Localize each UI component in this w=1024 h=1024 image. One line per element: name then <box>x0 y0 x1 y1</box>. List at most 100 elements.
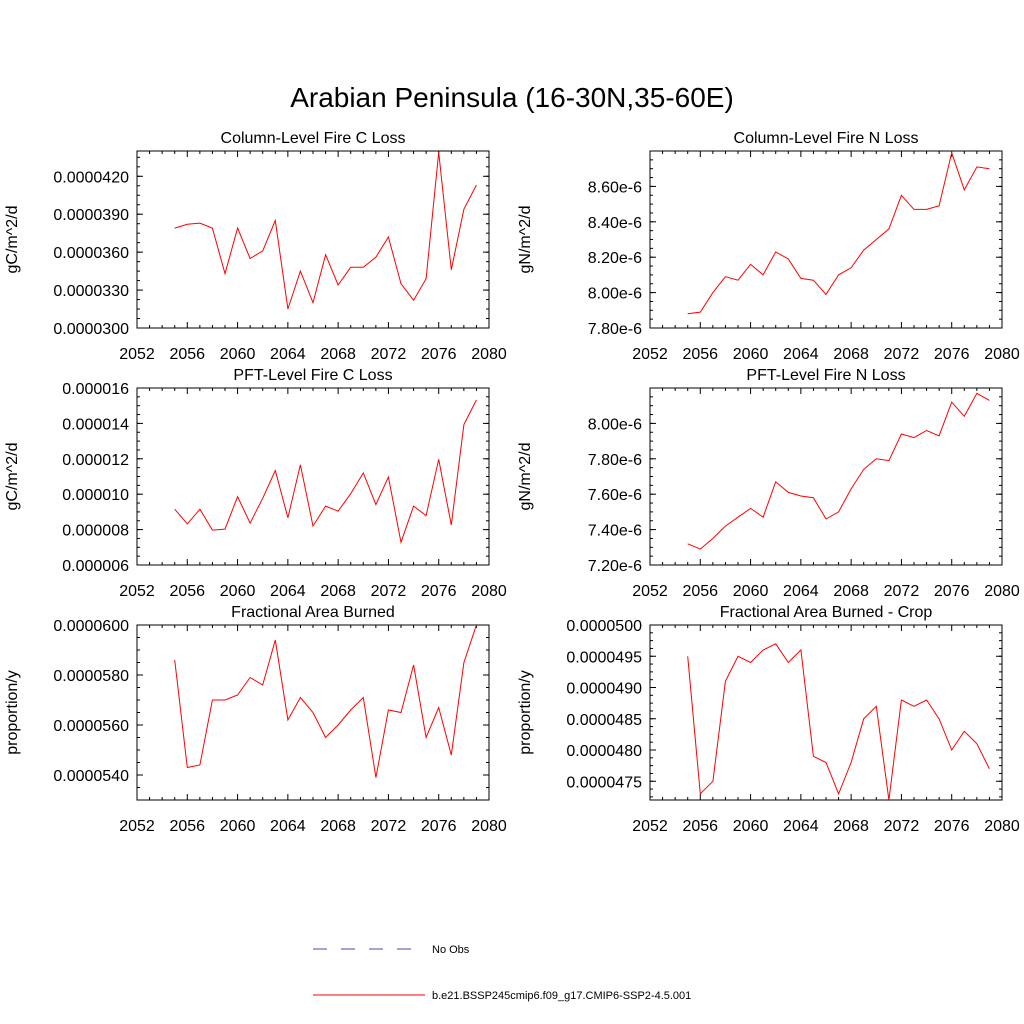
x-tick-label: 2052 <box>632 346 668 363</box>
x-tick-label: 2068 <box>320 346 356 363</box>
series-line-model <box>687 150 990 315</box>
chart-panel-3: PFT-Level Fire C Loss gC/m^2/d 2052 2056 206… <box>4 367 507 600</box>
x-tick-label: 2072 <box>371 346 407 363</box>
figure-title: Arabian Peninsula (16-30N,35-60E) <box>290 82 734 113</box>
y-tick-label: 0.0000475 <box>566 774 642 791</box>
plot-frame <box>649 387 1003 566</box>
x-tick-label: 2064 <box>270 818 306 835</box>
chart-panel-5: Fractional Area Burned proportion/y 2052 20… <box>4 604 507 835</box>
series-line-model <box>174 624 477 778</box>
y-tick-label: 8.40e-6 <box>588 215 642 232</box>
y-tick-label: 0.0000540 <box>53 768 129 785</box>
panel-title: Column-Level Fire C Loss <box>221 130 406 147</box>
y-tick-label: 0.0000560 <box>53 718 129 735</box>
x-tick-label: 2056 <box>169 583 205 600</box>
x-tick-label: 2068 <box>833 818 869 835</box>
x-tick-label: 2076 <box>421 346 457 363</box>
legend: No Obs b.e21.BSSP245cmip6.f09_g17.CMIP6-… <box>313 944 691 1002</box>
x-tick-label: 2080 <box>471 583 507 600</box>
y-axis-label: proportion/y <box>4 670 21 755</box>
y-tick-label: 0.000010 <box>62 487 129 504</box>
y-tick-label: 8.00e-6 <box>588 286 642 303</box>
y-tick-label: 0.0000390 <box>53 207 129 224</box>
y-axis-label: gN/m^2/d <box>517 206 534 274</box>
x-tick-label: 2076 <box>934 818 970 835</box>
series-line-model <box>687 392 990 550</box>
plot-frame <box>136 387 490 566</box>
x-tick-label: 2064 <box>783 818 819 835</box>
plot-frame <box>649 624 1003 801</box>
series-line-model <box>174 399 477 545</box>
y-tick-label: 0.0000495 <box>566 649 642 666</box>
series-line-model <box>687 643 990 801</box>
y-tick-label: 7.80e-6 <box>588 452 642 469</box>
chart-panel-6: Fractional Area Burned - Crop proportion/… <box>517 604 1020 835</box>
x-tick-label: 2076 <box>934 583 970 600</box>
x-tick-label: 2052 <box>119 583 155 600</box>
x-tick-label: 2068 <box>320 818 356 835</box>
y-tick-label: 0.000016 <box>62 381 129 398</box>
chart-panels: Column-Level Fire C Loss gC/m^2/d 2052 2056… <box>4 130 1020 835</box>
chart-panel-4: PFT-Level Fire N Loss gN/m^2/d 2052 2056 206… <box>517 367 1020 600</box>
y-tick-label: 0.0000600 <box>53 618 129 635</box>
x-tick-label: 2068 <box>833 346 869 363</box>
x-tick-label: 2068 <box>320 583 356 600</box>
x-tick-label: 2072 <box>371 818 407 835</box>
chart-panel-2: Column-Level Fire N Loss gN/m^2/d 2052 2056… <box>517 130 1020 363</box>
x-tick-label: 2064 <box>783 583 819 600</box>
x-tick-label: 2072 <box>884 818 920 835</box>
x-tick-label: 2080 <box>984 818 1020 835</box>
x-tick-label: 2052 <box>119 818 155 835</box>
y-tick-label: 0.0000330 <box>53 283 129 300</box>
x-tick-label: 2076 <box>421 818 457 835</box>
x-tick-label: 2072 <box>884 583 920 600</box>
y-tick-label: 0.000012 <box>62 452 129 469</box>
plot-frame <box>649 150 1003 329</box>
y-tick-label: 7.80e-6 <box>588 321 642 338</box>
y-axis-label: proportion/y <box>517 670 534 755</box>
panel-title: Column-Level Fire N Loss <box>734 130 919 147</box>
x-tick-label: 2056 <box>682 583 718 600</box>
x-tick-label: 2064 <box>270 346 306 363</box>
y-tick-label: 0.0000490 <box>566 681 642 698</box>
y-axis-label: gC/m^2/d <box>4 443 21 511</box>
x-tick-label: 2080 <box>984 583 1020 600</box>
y-tick-label: 0.0000485 <box>566 712 642 729</box>
x-tick-label: 2060 <box>220 583 256 600</box>
y-tick-label: 7.20e-6 <box>588 558 642 575</box>
panel-title: Fractional Area Burned <box>231 604 395 621</box>
y-axis-label: gC/m^2/d <box>4 206 21 274</box>
y-axis-label: gN/m^2/d <box>517 443 534 511</box>
y-tick-label: 8.20e-6 <box>588 250 642 267</box>
y-tick-label: 0.0000580 <box>53 668 129 685</box>
x-tick-label: 2060 <box>220 818 256 835</box>
x-tick-label: 2060 <box>733 818 769 835</box>
x-tick-label: 2072 <box>884 346 920 363</box>
x-tick-label: 2060 <box>733 583 769 600</box>
y-tick-label: 0.0000420 <box>53 169 129 186</box>
x-tick-label: 2052 <box>632 583 668 600</box>
y-tick-label: 0.0000360 <box>53 245 129 262</box>
y-tick-label: 0.0000500 <box>566 618 642 635</box>
legend-obs-label: No Obs <box>432 944 470 956</box>
y-tick-label: 7.60e-6 <box>588 487 642 504</box>
x-tick-label: 2052 <box>119 346 155 363</box>
y-tick-label: 0.0000480 <box>566 743 642 760</box>
x-tick-label: 2068 <box>833 583 869 600</box>
y-tick-label: 0.000014 <box>62 416 129 433</box>
y-tick-label: 7.40e-6 <box>588 523 642 540</box>
x-tick-label: 2060 <box>733 346 769 363</box>
x-tick-label: 2056 <box>169 346 205 363</box>
x-tick-label: 2076 <box>421 583 457 600</box>
panel-title: PFT-Level Fire N Loss <box>746 367 905 384</box>
x-tick-label: 2064 <box>783 346 819 363</box>
x-tick-label: 2060 <box>220 346 256 363</box>
x-tick-label: 2076 <box>934 346 970 363</box>
y-tick-label: 8.00e-6 <box>588 416 642 433</box>
x-tick-label: 2080 <box>984 346 1020 363</box>
x-tick-label: 2064 <box>270 583 306 600</box>
x-tick-label: 2080 <box>471 818 507 835</box>
x-tick-label: 2056 <box>682 818 718 835</box>
panel-title: PFT-Level Fire C Loss <box>233 367 392 384</box>
